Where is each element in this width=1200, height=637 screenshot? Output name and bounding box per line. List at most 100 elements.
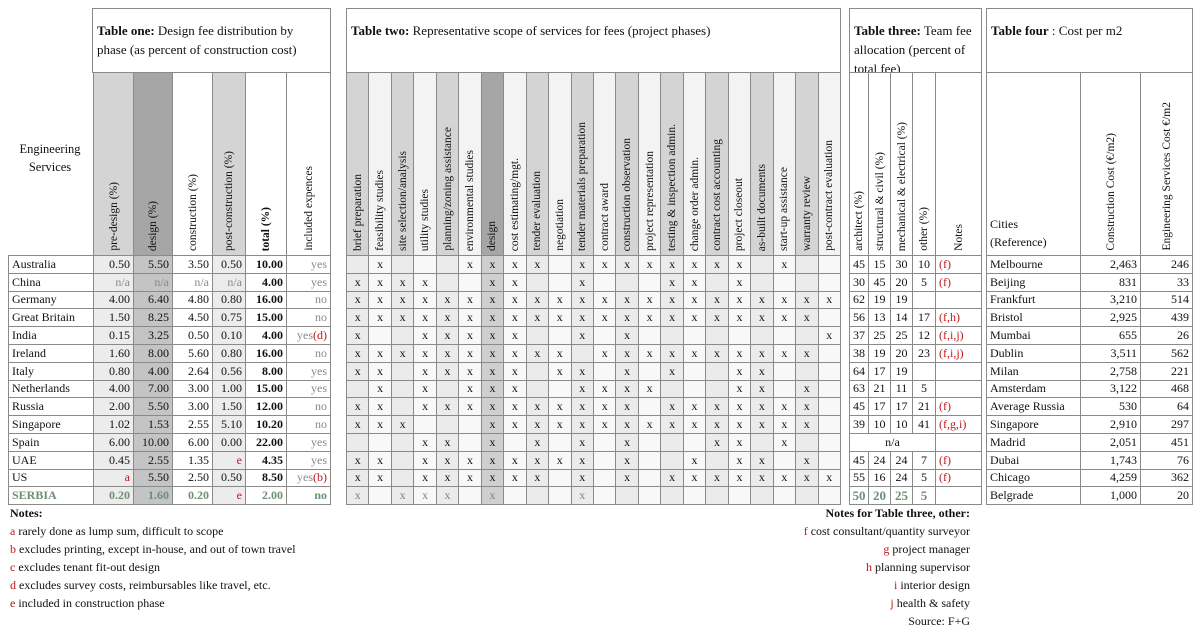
- scope-cell: x: [772, 415, 797, 434]
- value-cell: 2.55: [133, 450, 173, 470]
- scope-mark: x: [691, 452, 698, 467]
- value-cell: 5.10: [212, 415, 246, 434]
- value-cell: 12.00: [245, 397, 287, 417]
- scope-mark: x: [691, 345, 698, 360]
- scope-cell: [772, 272, 797, 292]
- note-text: included in construction phase: [18, 596, 165, 610]
- scope-mark: x: [781, 256, 788, 271]
- scope-mark: x: [489, 452, 496, 467]
- value-text: e: [236, 452, 242, 467]
- scope-cell: x: [525, 450, 550, 470]
- scope-cell: x: [458, 344, 482, 363]
- scope-cell: x: [660, 397, 684, 417]
- scope-mark: x: [534, 417, 541, 432]
- value-text: n/a: [115, 274, 130, 289]
- source: Source: F+G: [908, 614, 970, 628]
- value-cell: 1.00: [212, 379, 246, 399]
- scope-cell: [525, 272, 550, 292]
- value-cell: 0.80: [212, 344, 246, 363]
- scope-cell: x: [548, 397, 572, 417]
- scope-mark: x: [466, 256, 473, 271]
- value-cell: [912, 361, 936, 381]
- scope-cell: [772, 450, 797, 470]
- scope-mark: x: [444, 488, 451, 503]
- value-cell: [935, 433, 982, 452]
- value-cell: 37: [849, 326, 869, 345]
- scope-cell: [705, 486, 729, 506]
- scope-cell: [817, 397, 841, 417]
- scope-mark: x: [758, 417, 765, 432]
- scope-mark: x: [601, 310, 608, 325]
- scope-mark: x: [736, 274, 743, 289]
- value-cell: 45: [849, 255, 869, 274]
- scope-mark: x: [534, 256, 541, 271]
- scope-cell: [593, 433, 617, 452]
- value-text: n/a: [154, 274, 169, 289]
- country-cell: Spain: [8, 433, 94, 452]
- scope-cell: x: [435, 468, 460, 488]
- scope-cell: x: [795, 397, 819, 417]
- scope-mark: x: [736, 256, 743, 271]
- column-header: negotiation: [548, 72, 572, 256]
- scope-cell: x: [480, 290, 505, 310]
- scope-cell: x: [458, 308, 482, 328]
- scope-mark: x: [601, 292, 608, 307]
- scope-mark: x: [556, 292, 563, 307]
- value-text: 2.55: [188, 417, 209, 432]
- value-text: 2.00: [262, 488, 283, 503]
- value-text: 62: [853, 292, 865, 307]
- country-cell: Ireland: [8, 344, 94, 363]
- table-title: Table one: Design fee distribution by ph…: [92, 8, 331, 73]
- scope-mark: x: [579, 417, 586, 432]
- value-cell: 19: [868, 290, 891, 310]
- scope-mark: x: [511, 345, 518, 360]
- scope-cell: [503, 486, 527, 506]
- scope-cell: [548, 255, 572, 274]
- scope-cell: x: [480, 379, 505, 399]
- scope-mark: x: [713, 345, 720, 360]
- scope-cell: x: [480, 468, 505, 488]
- scope-mark: x: [489, 256, 496, 271]
- city-cell: Beijing: [986, 272, 1081, 292]
- note-key: b: [10, 542, 16, 556]
- scope-cell: x: [817, 326, 841, 345]
- scope-cell: x: [817, 290, 841, 310]
- value-text: 8.00: [148, 345, 169, 360]
- scope-cell: x: [570, 415, 594, 434]
- scope-cell: x: [480, 450, 505, 470]
- scope-mark: x: [713, 399, 720, 414]
- column-header: contract award: [593, 72, 617, 256]
- value-text: 20: [895, 274, 908, 289]
- scope-cell: x: [570, 433, 594, 452]
- value-cell: 11: [890, 379, 913, 399]
- header-text: post-construction (%): [223, 151, 235, 251]
- scope-mark: x: [422, 434, 429, 449]
- scope-mark: x: [534, 452, 541, 467]
- value-cell: 10.20: [245, 415, 287, 434]
- value-cell: [912, 290, 936, 310]
- header-text: post-contract evaluation: [823, 140, 836, 251]
- value-cell: 25: [890, 486, 913, 506]
- scope-cell: x: [480, 344, 505, 363]
- scope-cell: x: [660, 290, 684, 310]
- scope-cell: [525, 379, 550, 399]
- scope-cell: x: [682, 415, 707, 434]
- value-cell: yes (b): [286, 468, 331, 488]
- scope-cell: [390, 468, 415, 488]
- value-text: 3.00: [188, 381, 209, 396]
- scope-mark: x: [781, 292, 788, 307]
- scope-mark: x: [579, 488, 586, 503]
- scope-mark: x: [646, 345, 653, 360]
- value-cell: 2.55: [172, 415, 213, 434]
- scope-mark: x: [377, 310, 384, 325]
- note-key: h: [866, 560, 872, 574]
- value-cell: 0.20: [172, 486, 213, 506]
- header-text: Notes: [952, 224, 965, 251]
- scope-cell: x: [727, 415, 752, 434]
- scope-cell: x: [727, 308, 752, 328]
- scope-mark: x: [579, 434, 586, 449]
- scope-cell: x: [548, 290, 572, 310]
- value-cell: 439: [1140, 308, 1193, 328]
- scope-cell: x: [503, 468, 527, 488]
- scope-mark: x: [624, 452, 631, 467]
